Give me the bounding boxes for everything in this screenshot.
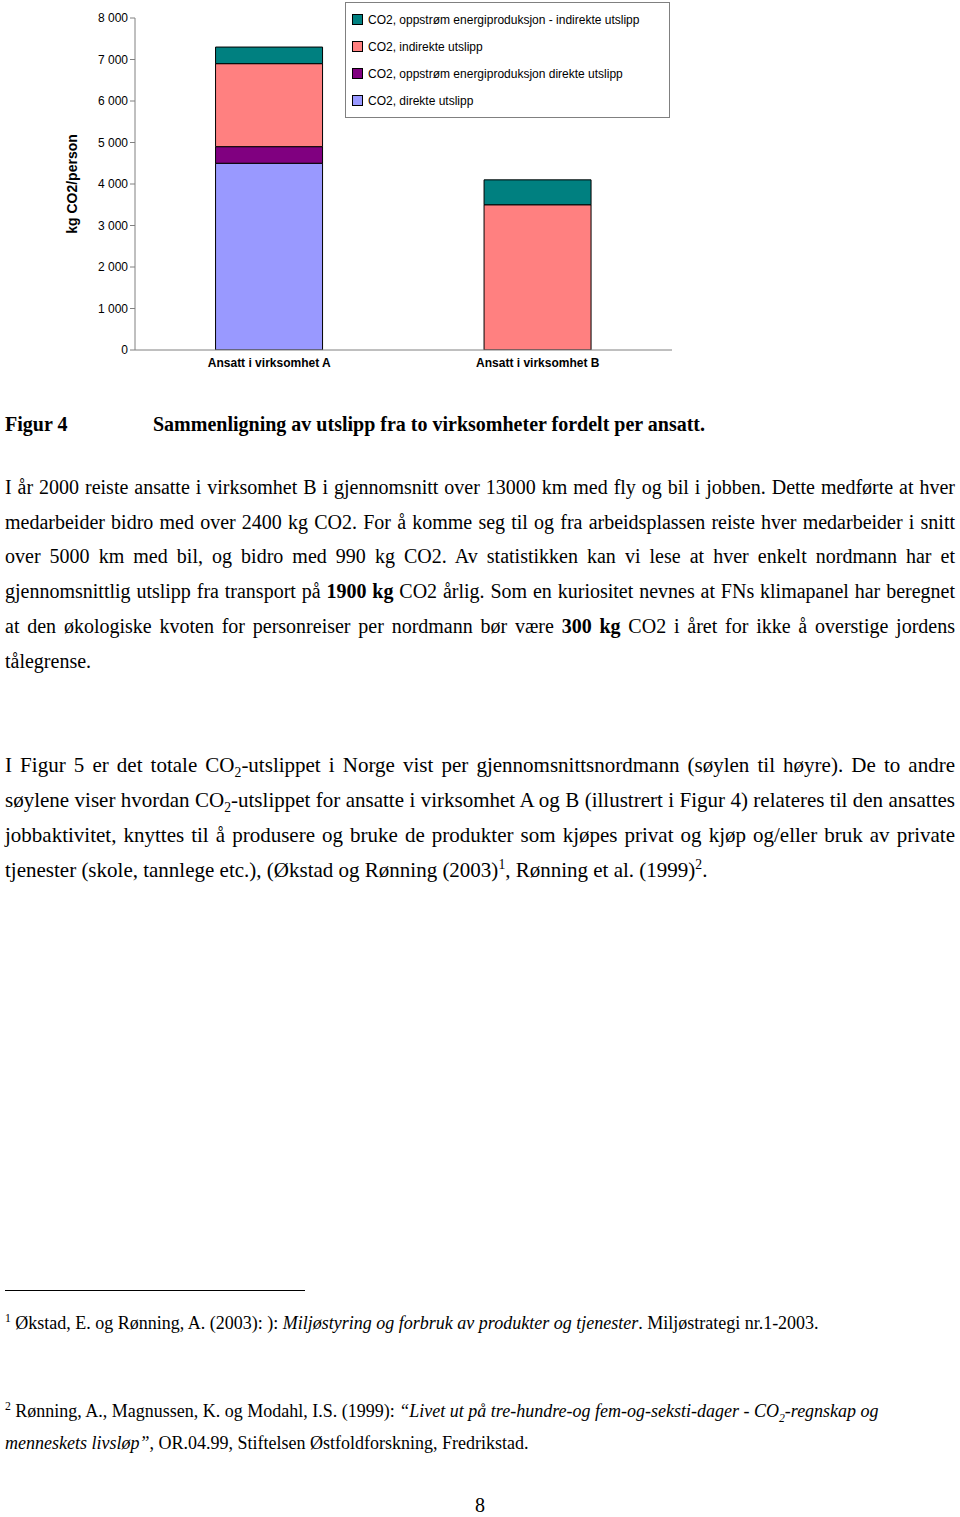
- svg-text:6 000: 6 000: [98, 94, 128, 108]
- html-text:2Rønning, A., Magnussen, K. og: 2Rønning, A., Magnussen, K. og Modahl, I…: [5, 1400, 879, 1453]
- svg-text:kg CO2/person: kg CO2/person: [64, 134, 80, 234]
- svg-text:8 000: 8 000: [98, 11, 128, 25]
- html-text:Figur 4: Figur 4: [5, 413, 68, 435]
- svg-text:1 000: 1 000: [98, 302, 128, 316]
- html-text:Sammenligning av utslipp fra t: Sammenligning av utslipp fra to virksomh…: [153, 413, 705, 435]
- html-text:CO2, oppstrøm energiproduksjon: CO2, oppstrøm energiproduksjon direkte u…: [368, 66, 623, 81]
- html-text:I år 2000 reiste ansatte i vir: I år 2000 reiste ansatte i virksomhet B …: [5, 476, 955, 672]
- svg-text:0: 0: [121, 343, 128, 357]
- svg-text:Ansatt i virksomhet A: Ansatt i virksomhet A: [208, 356, 331, 370]
- svg-text:3 000: 3 000: [98, 219, 128, 233]
- svg-text:2 000: 2 000: [98, 260, 128, 274]
- html-text:8: 8: [475, 1494, 485, 1516]
- html-text:CO2, direkte utslipp: CO2, direkte utslipp: [368, 93, 474, 108]
- svg-text:Ansatt i virksomhet B: Ansatt i virksomhet B: [476, 356, 600, 370]
- svg-text:4 000: 4 000: [98, 177, 128, 191]
- html-text:I Figur 5 er det totale CO2-ut: I Figur 5 er det totale CO2-utslippet i …: [5, 753, 955, 882]
- html-text:CO2, oppstrøm energiproduksjon: CO2, oppstrøm energiproduksjon - indirek…: [368, 12, 640, 27]
- svg-text:7 000: 7 000: [98, 53, 128, 67]
- svg-text:5 000: 5 000: [98, 136, 128, 150]
- html-text:1Økstad, E. og Rønning, A. (20: 1Økstad, E. og Rønning, A. (2003): ): Mi…: [5, 1312, 819, 1333]
- html-text:CO2, indirekte utslipp: CO2, indirekte utslipp: [368, 39, 483, 54]
